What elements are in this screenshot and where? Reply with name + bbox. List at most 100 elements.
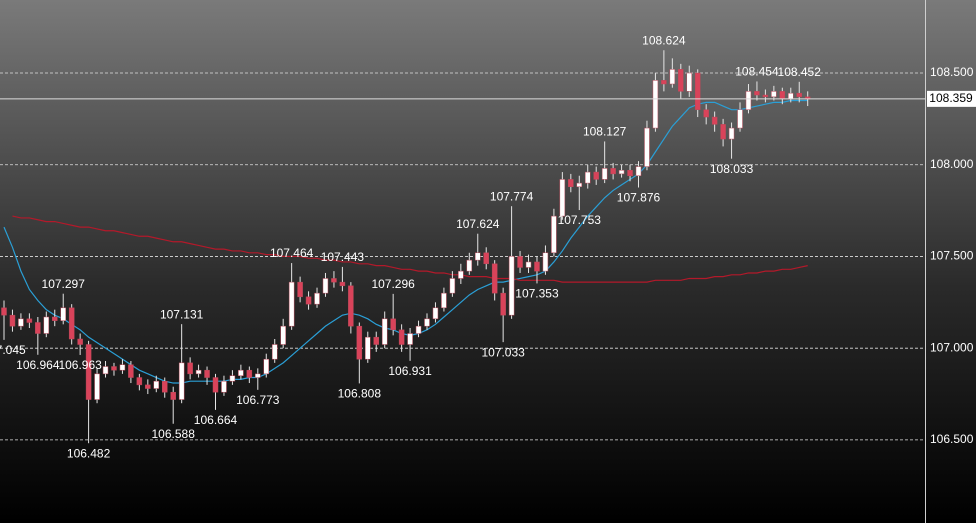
candle-body xyxy=(348,285,354,327)
candle-body xyxy=(314,292,320,305)
candle-body xyxy=(161,380,168,393)
candle-body xyxy=(720,124,726,140)
candle-body xyxy=(576,182,583,187)
candle-body xyxy=(559,179,566,217)
high-label: 107.774 xyxy=(490,189,534,203)
low-label: 106.588 xyxy=(152,427,196,441)
high-label: 108.454 xyxy=(735,65,779,79)
low-label: 107.876 xyxy=(617,191,661,205)
candle-body xyxy=(517,256,523,268)
candle-body xyxy=(178,362,185,400)
candle-body xyxy=(136,377,143,386)
plot-area: 107.297 107.131 107.464 107.443 107.296 107.6… xyxy=(0,33,925,460)
candle-body xyxy=(525,261,532,268)
candle-body xyxy=(737,109,743,129)
high-label: 108.452 xyxy=(778,65,822,79)
candle-body xyxy=(475,252,481,261)
y-tick-label: 108.500 xyxy=(930,65,974,79)
high-label: 108.127 xyxy=(583,125,627,139)
candle-body xyxy=(145,384,151,389)
candle-body xyxy=(551,215,557,254)
candle-body xyxy=(221,380,227,393)
candle-body xyxy=(339,281,346,287)
candle-body xyxy=(229,375,236,382)
candle-body xyxy=(263,358,270,375)
candle-body xyxy=(26,318,33,323)
candle-body xyxy=(94,373,100,400)
y-tick-label: 107.500 xyxy=(930,249,974,263)
candle-body xyxy=(601,168,608,180)
candle-body xyxy=(491,263,498,294)
low-label: 107.033 xyxy=(481,345,525,359)
candle-body xyxy=(661,80,667,85)
low-label: 107.353 xyxy=(515,287,559,301)
moving-average-line xyxy=(3,99,808,384)
candle-body xyxy=(711,116,718,125)
candle-body xyxy=(542,252,549,272)
candle-body xyxy=(322,278,329,294)
candle-body xyxy=(669,69,676,85)
candle-body xyxy=(18,318,24,327)
y-tick-label: 106.500 xyxy=(930,432,974,446)
low-label: 106.808 xyxy=(338,387,382,401)
low-label: 107.045 xyxy=(0,343,26,357)
candle-body xyxy=(60,307,66,321)
candle-body xyxy=(111,366,117,371)
candle-body xyxy=(390,318,396,331)
price-axis: 106.500 107.000 107.500 108.000 108.500 108.3… xyxy=(927,65,976,446)
candle-body xyxy=(373,336,379,345)
candle-body xyxy=(779,91,786,99)
candle-body xyxy=(458,270,464,279)
candle-body xyxy=(508,256,515,316)
candle-body xyxy=(593,171,599,180)
candle-body xyxy=(170,391,176,400)
candle-body xyxy=(635,166,642,176)
candle-body xyxy=(415,325,422,334)
candle-body xyxy=(754,91,760,96)
low-label: 106.482 xyxy=(67,446,111,460)
low-label: 108.033 xyxy=(710,162,754,176)
candle-body xyxy=(678,69,684,92)
candle-body xyxy=(212,377,219,393)
candle-body xyxy=(246,369,253,378)
candle-body xyxy=(35,322,41,334)
candle-body xyxy=(271,344,278,360)
candle-body xyxy=(686,72,693,92)
candle-body xyxy=(153,380,160,389)
candle-body xyxy=(288,281,295,327)
high-label: 107.443 xyxy=(321,250,365,264)
high-label: 107.296 xyxy=(371,277,415,291)
candle-body xyxy=(381,318,388,345)
low-label: 106.664 xyxy=(194,413,238,427)
candle-body xyxy=(68,307,75,340)
low-label: 106.931 xyxy=(388,364,432,378)
candle-body xyxy=(424,318,430,327)
candle-body xyxy=(500,292,506,316)
candle-body xyxy=(331,278,337,283)
candle-body xyxy=(627,169,633,176)
candle-body xyxy=(745,91,752,110)
candle-body xyxy=(238,369,244,376)
moving-average-line xyxy=(12,215,808,283)
last-price-label: 108.359 xyxy=(929,91,973,105)
low-label: 107.753 xyxy=(558,213,602,227)
low-label: 106.963 xyxy=(58,358,102,372)
candle-body xyxy=(762,94,769,98)
candle-body xyxy=(441,292,447,309)
candle-body xyxy=(280,325,286,345)
candle-body xyxy=(305,296,312,305)
candle-body xyxy=(43,316,50,334)
candle-body xyxy=(128,364,134,378)
candle-body xyxy=(432,307,439,320)
high-label: 107.464 xyxy=(270,246,314,260)
high-label: 108.624 xyxy=(642,33,686,47)
y-tick-label: 108.000 xyxy=(930,157,974,171)
candle-body xyxy=(449,278,456,294)
candle-body xyxy=(85,344,92,400)
high-label: 107.624 xyxy=(456,217,500,231)
candle-body xyxy=(195,369,202,375)
candle-body xyxy=(102,366,109,375)
candle-body xyxy=(652,80,659,129)
candle-body xyxy=(1,307,7,316)
